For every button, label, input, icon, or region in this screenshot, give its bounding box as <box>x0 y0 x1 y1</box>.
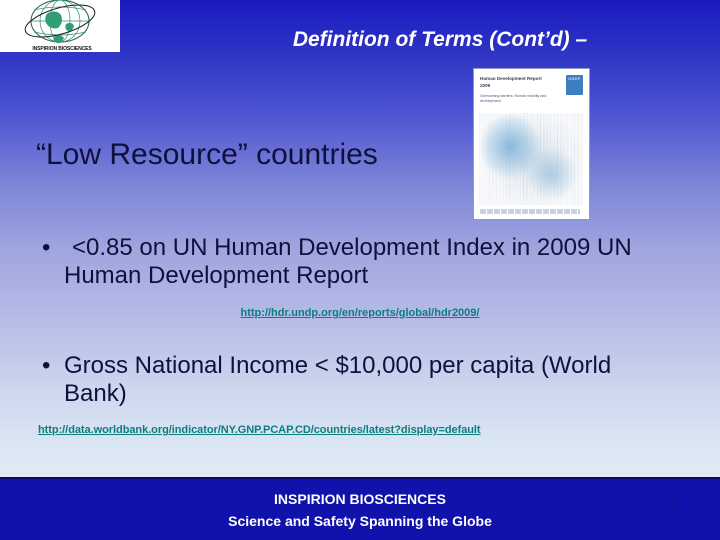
list-item: • Gross National Income < $10,000 per ca… <box>42 352 662 409</box>
footer-tagline: Science and Safety Spanning the Globe <box>228 512 492 529</box>
hdr-report-link[interactable]: http://hdr.undp.org/en/reports/global/hd… <box>240 307 480 319</box>
bullet-marker-icon: • <box>42 234 51 261</box>
undp-logo: UNDP <box>566 75 583 95</box>
cover-subtitle: Overcoming barriers: Human mobility and … <box>480 94 547 104</box>
company-logo: INSPIRION BIOSCIENCES <box>0 0 120 52</box>
slide-title: Definition of Terms (Cont’d) – <box>292 28 588 51</box>
globe-icon <box>24 0 96 44</box>
footer-company-name: INSPIRION BIOSCIENCES <box>274 491 446 507</box>
cover-world-map-graphic <box>479 113 583 205</box>
cover-title: Human Development Report 2009 <box>480 76 542 88</box>
bullet-text: Gross National Income < $10,000 per capi… <box>64 352 612 408</box>
bullet-marker-icon: • <box>42 352 51 379</box>
slide-footer: INSPIRION BIOSCIENCES Science and Safety… <box>0 479 720 540</box>
page-heading: “Low Resource” countries <box>36 138 378 171</box>
cover-legend-bar <box>480 209 580 214</box>
footer-text-block: INSPIRION BIOSCIENCES Science and Safety… <box>0 489 720 532</box>
page-number: 5 <box>668 495 676 511</box>
bullet-text: <0.85 on UN Human Development Index in 2… <box>64 234 632 290</box>
worldbank-gni-link[interactable]: http://data.worldbank.org/indicator/NY.G… <box>38 424 481 436</box>
hdr-2009-cover-image: Human Development Report 2009 Overcoming… <box>473 68 590 220</box>
list-item: • <0.85 on UN Human Development Index in… <box>42 234 662 291</box>
logo-caption: INSPIRION BIOSCIENCES <box>32 46 92 52</box>
footer-divider <box>0 477 720 479</box>
